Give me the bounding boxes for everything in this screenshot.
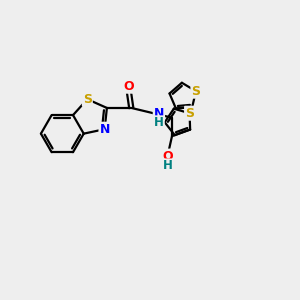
Text: O: O [124, 80, 134, 93]
Text: O: O [162, 150, 173, 163]
Text: S: S [83, 93, 92, 106]
Text: H: H [163, 159, 172, 172]
Text: S: S [185, 107, 194, 120]
Text: H: H [154, 116, 164, 129]
Text: S: S [191, 85, 200, 98]
Text: N: N [154, 107, 164, 120]
Text: N: N [100, 123, 110, 136]
